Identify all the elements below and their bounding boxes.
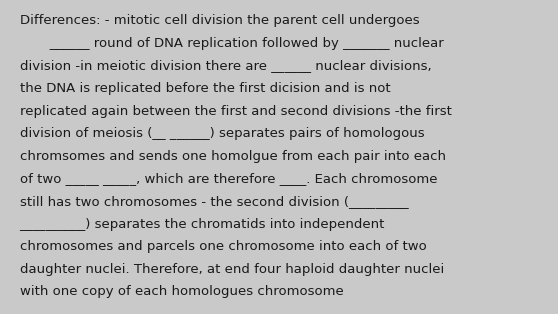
Text: daughter nuclei. Therefore, at end four haploid daughter nuclei: daughter nuclei. Therefore, at end four … (20, 263, 444, 276)
Text: chromsomes and sends one homolgue from each pair into each: chromsomes and sends one homolgue from e… (20, 150, 445, 163)
Text: of two _____ _____, which are therefore ____. Each chromosome: of two _____ _____, which are therefore … (20, 172, 437, 185)
Text: the DNA is replicated before the first dicision and is not: the DNA is replicated before the first d… (20, 82, 390, 95)
Text: with one copy of each homologues chromosome: with one copy of each homologues chromos… (20, 285, 343, 298)
Text: Differences: - mitotic cell division the parent cell undergoes: Differences: - mitotic cell division the… (20, 14, 419, 27)
Text: replicated again between the first and second divisions -the first: replicated again between the first and s… (20, 105, 451, 117)
Text: division of meiosis (__ ______) separates pairs of homologous: division of meiosis (__ ______) separate… (20, 127, 424, 140)
Text: chromosomes and parcels one chromosome into each of two: chromosomes and parcels one chromosome i… (20, 240, 426, 253)
Text: still has two chromosomes - the second division (_________: still has two chromosomes - the second d… (20, 195, 408, 208)
Text: division -in meiotic division there are ______ nuclear divisions,: division -in meiotic division there are … (20, 59, 431, 72)
Text: __________) separates the chromatids into independent: __________) separates the chromatids int… (20, 218, 385, 230)
Text: ______ round of DNA replication followed by _______ nuclear: ______ round of DNA replication followed… (20, 37, 443, 50)
